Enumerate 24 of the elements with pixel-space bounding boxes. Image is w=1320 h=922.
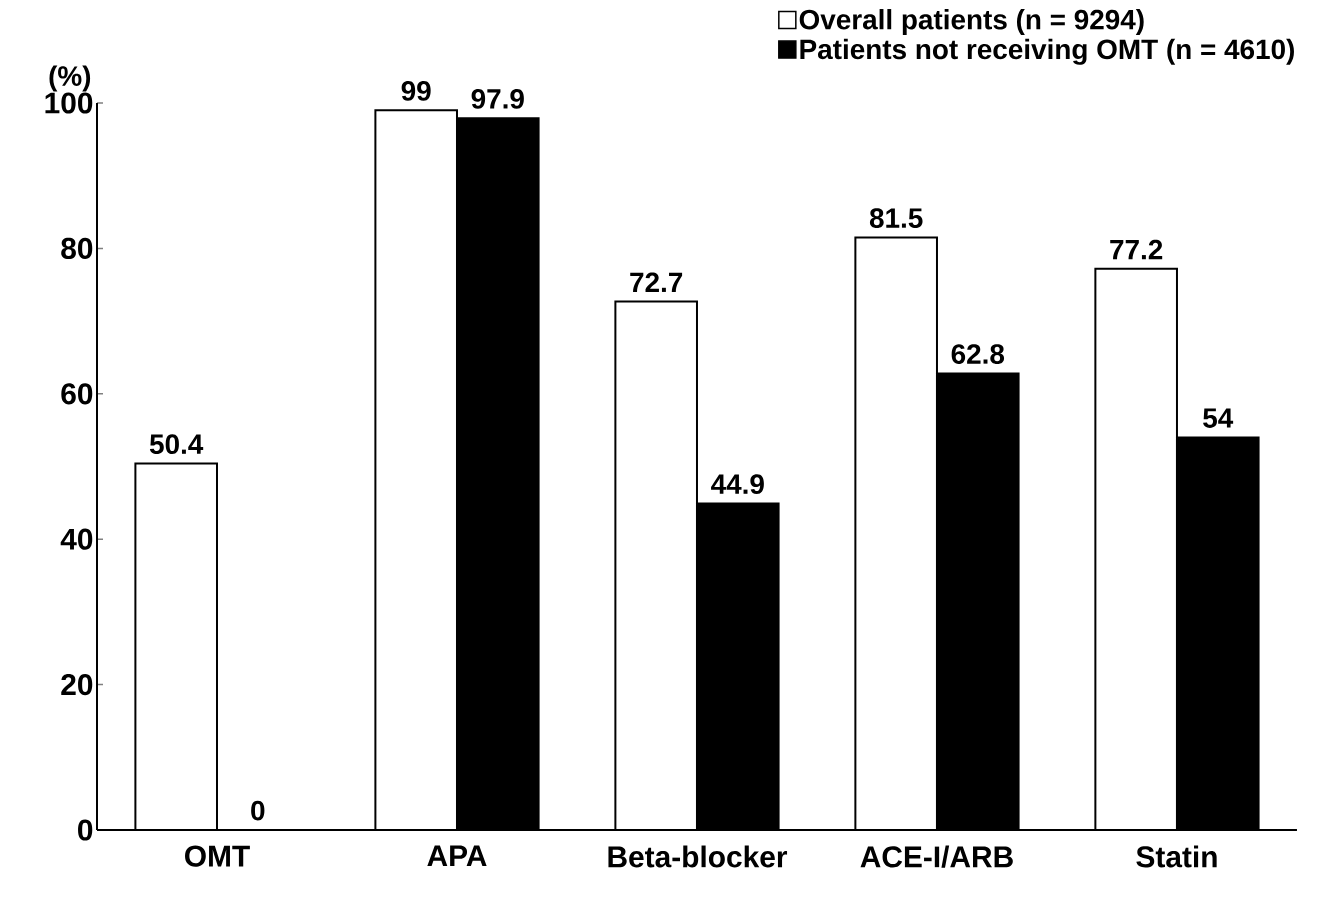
x-tick-label: OMT (185, 845, 250, 867)
x-tick-label: Beta-blocker (608, 845, 788, 868)
legend-label: Patients not receiving OMT (n = 4610) (800, 38, 1294, 65)
data-label: 97.9 (471, 89, 524, 109)
x-tick-label: APA (427, 845, 487, 867)
y-axis-title: (%) (49, 65, 91, 92)
x-tick-label: ACE-I/ARB (860, 845, 1013, 868)
data-label: 99 (401, 81, 431, 101)
y-tick-label: 80 (61, 237, 93, 259)
data-label: 44.9 (711, 474, 764, 495)
data-label: 50.4 (149, 434, 204, 455)
data-label: 0 (251, 800, 265, 821)
data-label: 72.7 (630, 272, 683, 292)
y-tick-label: 60 (61, 383, 93, 405)
y-tick-label: 0 (78, 819, 93, 841)
data-label: 62.8 (951, 344, 1005, 364)
data-label: 77.2 (1110, 239, 1163, 260)
data-label: 54 (1203, 408, 1234, 428)
y-tick-label: 100 (45, 92, 93, 114)
y-tick-label: 20 (61, 674, 93, 696)
x-tick-label: Statin (1136, 845, 1217, 868)
legend-label: Overall patients (n = 9294) (799, 9, 1144, 36)
data-label: 81.5 (869, 208, 923, 228)
y-tick-label: 40 (60, 528, 93, 550)
